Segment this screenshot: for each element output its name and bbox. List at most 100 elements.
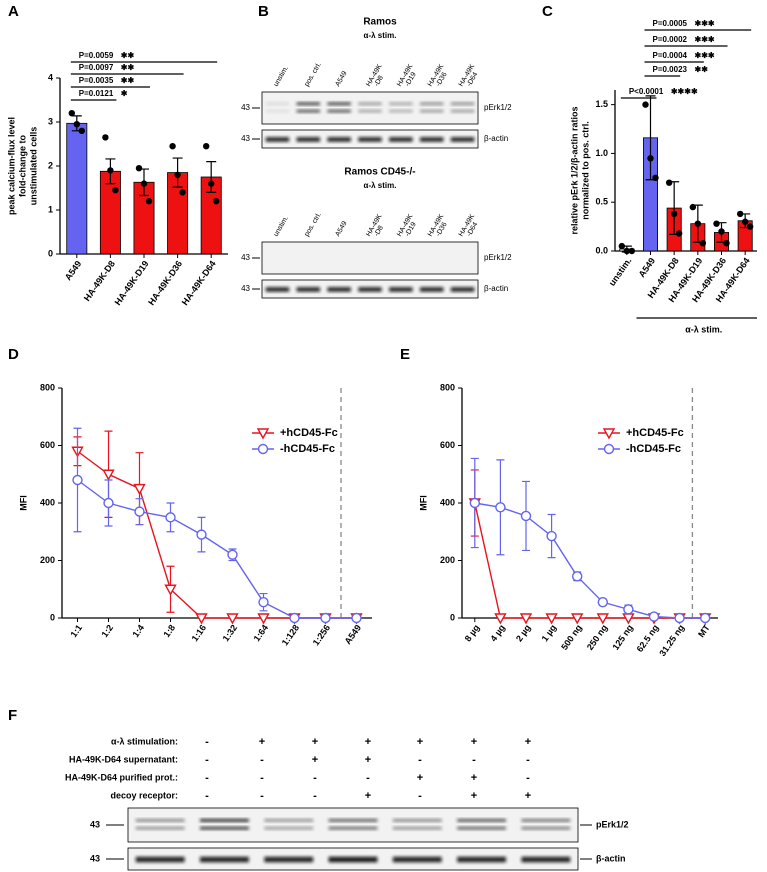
x-tick-label: 31.25 ng — [657, 623, 686, 658]
data-point — [179, 189, 186, 196]
data-point — [718, 228, 725, 235]
legend-label: -hCD45-Fc — [280, 443, 335, 455]
condition-sign: + — [525, 736, 531, 748]
condition-sign: + — [471, 772, 477, 784]
x-tick-label: A549 — [637, 256, 658, 279]
y-tick-label: 600 — [440, 440, 455, 450]
condition-name: decoy receptor: — [110, 790, 178, 800]
significance-stars: ✱✱ — [121, 76, 135, 85]
y-tick-label: 600 — [40, 440, 55, 450]
x-tick-label: 1:128 — [280, 623, 301, 648]
marker — [572, 571, 583, 582]
condition-sign: - — [260, 754, 264, 766]
band — [265, 102, 290, 106]
x-tick-label: 4 µg — [488, 623, 507, 644]
y-tick-label: 0.5 — [595, 197, 608, 207]
condition-sign: + — [365, 754, 371, 766]
band — [296, 287, 321, 292]
series-line — [77, 479, 357, 619]
condition-sign: - — [260, 772, 264, 784]
lane-label: unstim. — [273, 215, 290, 238]
marker — [258, 596, 269, 608]
data-point — [78, 127, 86, 134]
condition-sign: + — [259, 736, 265, 748]
condition-sign: + — [312, 754, 318, 766]
band — [389, 287, 413, 292]
band — [450, 109, 475, 113]
marker — [72, 474, 83, 486]
bar — [66, 122, 88, 255]
panel-label: D — [8, 346, 19, 363]
y-tick-label: 0.0 — [595, 245, 608, 255]
band — [389, 137, 413, 142]
band — [450, 287, 475, 292]
condition-sign: - — [526, 772, 530, 784]
lane-label: A549 — [334, 220, 348, 238]
significance-stars: ✱✱ — [695, 65, 709, 74]
lane-label: pos. ctrl. — [304, 211, 323, 237]
marker — [545, 613, 558, 625]
band — [327, 102, 351, 106]
marker — [597, 596, 608, 608]
marker — [469, 497, 480, 509]
p-value: P=0.0002 — [653, 35, 688, 44]
blot-stim: α-λ stim. — [364, 31, 397, 40]
y-axis-label: unstimulated cells — [28, 127, 38, 206]
p-value: P=0.0059 — [79, 51, 114, 60]
blot-title: Ramos CD45-/- — [344, 167, 415, 178]
data-point — [694, 220, 702, 227]
data-point — [68, 110, 76, 117]
marker — [520, 510, 532, 522]
data-point — [746, 223, 754, 230]
condition-sign: - — [205, 790, 209, 802]
x-tick-label: 62.5 ng — [635, 623, 661, 654]
band — [392, 818, 442, 822]
condition-sign: + — [471, 736, 477, 748]
y-axis-label: MFI — [418, 495, 428, 511]
x-tick-label: 1 µg — [540, 623, 559, 644]
band — [457, 818, 506, 822]
marker — [648, 611, 660, 622]
band — [389, 109, 413, 113]
blot-frame — [261, 241, 479, 275]
y-axis-label: normalized to pos. ctrl. — [580, 121, 590, 220]
band-name: pErk1/2 — [484, 103, 512, 112]
condition-sign: - — [526, 754, 530, 766]
marker — [596, 613, 609, 625]
band — [327, 109, 351, 113]
band — [265, 137, 290, 142]
band-name: β-actin — [484, 284, 508, 293]
x-tick-label: 1:64 — [252, 623, 271, 643]
x-tick-label: HA-49K-D64 — [180, 259, 218, 307]
marker — [495, 502, 506, 513]
data-point — [642, 101, 649, 108]
data-point — [628, 247, 636, 255]
significance-stars: ✱✱ — [121, 63, 135, 72]
x-tick-label: MT — [696, 622, 712, 639]
condition-sign: - — [260, 790, 264, 802]
condition-sign: - — [418, 754, 422, 766]
band — [135, 856, 185, 863]
band-name: pErk1/2 — [596, 819, 629, 829]
condition-sign: - — [313, 772, 317, 784]
marker — [196, 529, 207, 540]
y-tick-label: 200 — [40, 555, 55, 565]
marker — [227, 549, 238, 560]
marker — [289, 612, 300, 624]
data-point — [736, 210, 744, 218]
band — [521, 818, 571, 822]
band — [358, 109, 382, 113]
y-tick-label: 0 — [450, 612, 455, 622]
legend-label: +hCD45-Fc — [280, 427, 338, 439]
x-tick-label: HA-49K-D8 — [82, 259, 117, 303]
y-axis-label: peak calcium-flux level — [6, 117, 16, 215]
panel-label: A — [8, 3, 19, 20]
x-tick-label: 125 ng — [610, 623, 635, 652]
series-line — [474, 502, 706, 619]
data-point — [107, 167, 114, 174]
x-tick-label: 1:16 — [190, 623, 209, 643]
marker — [103, 497, 114, 509]
y-tick-label: 0 — [50, 612, 55, 622]
data-point — [102, 134, 109, 141]
